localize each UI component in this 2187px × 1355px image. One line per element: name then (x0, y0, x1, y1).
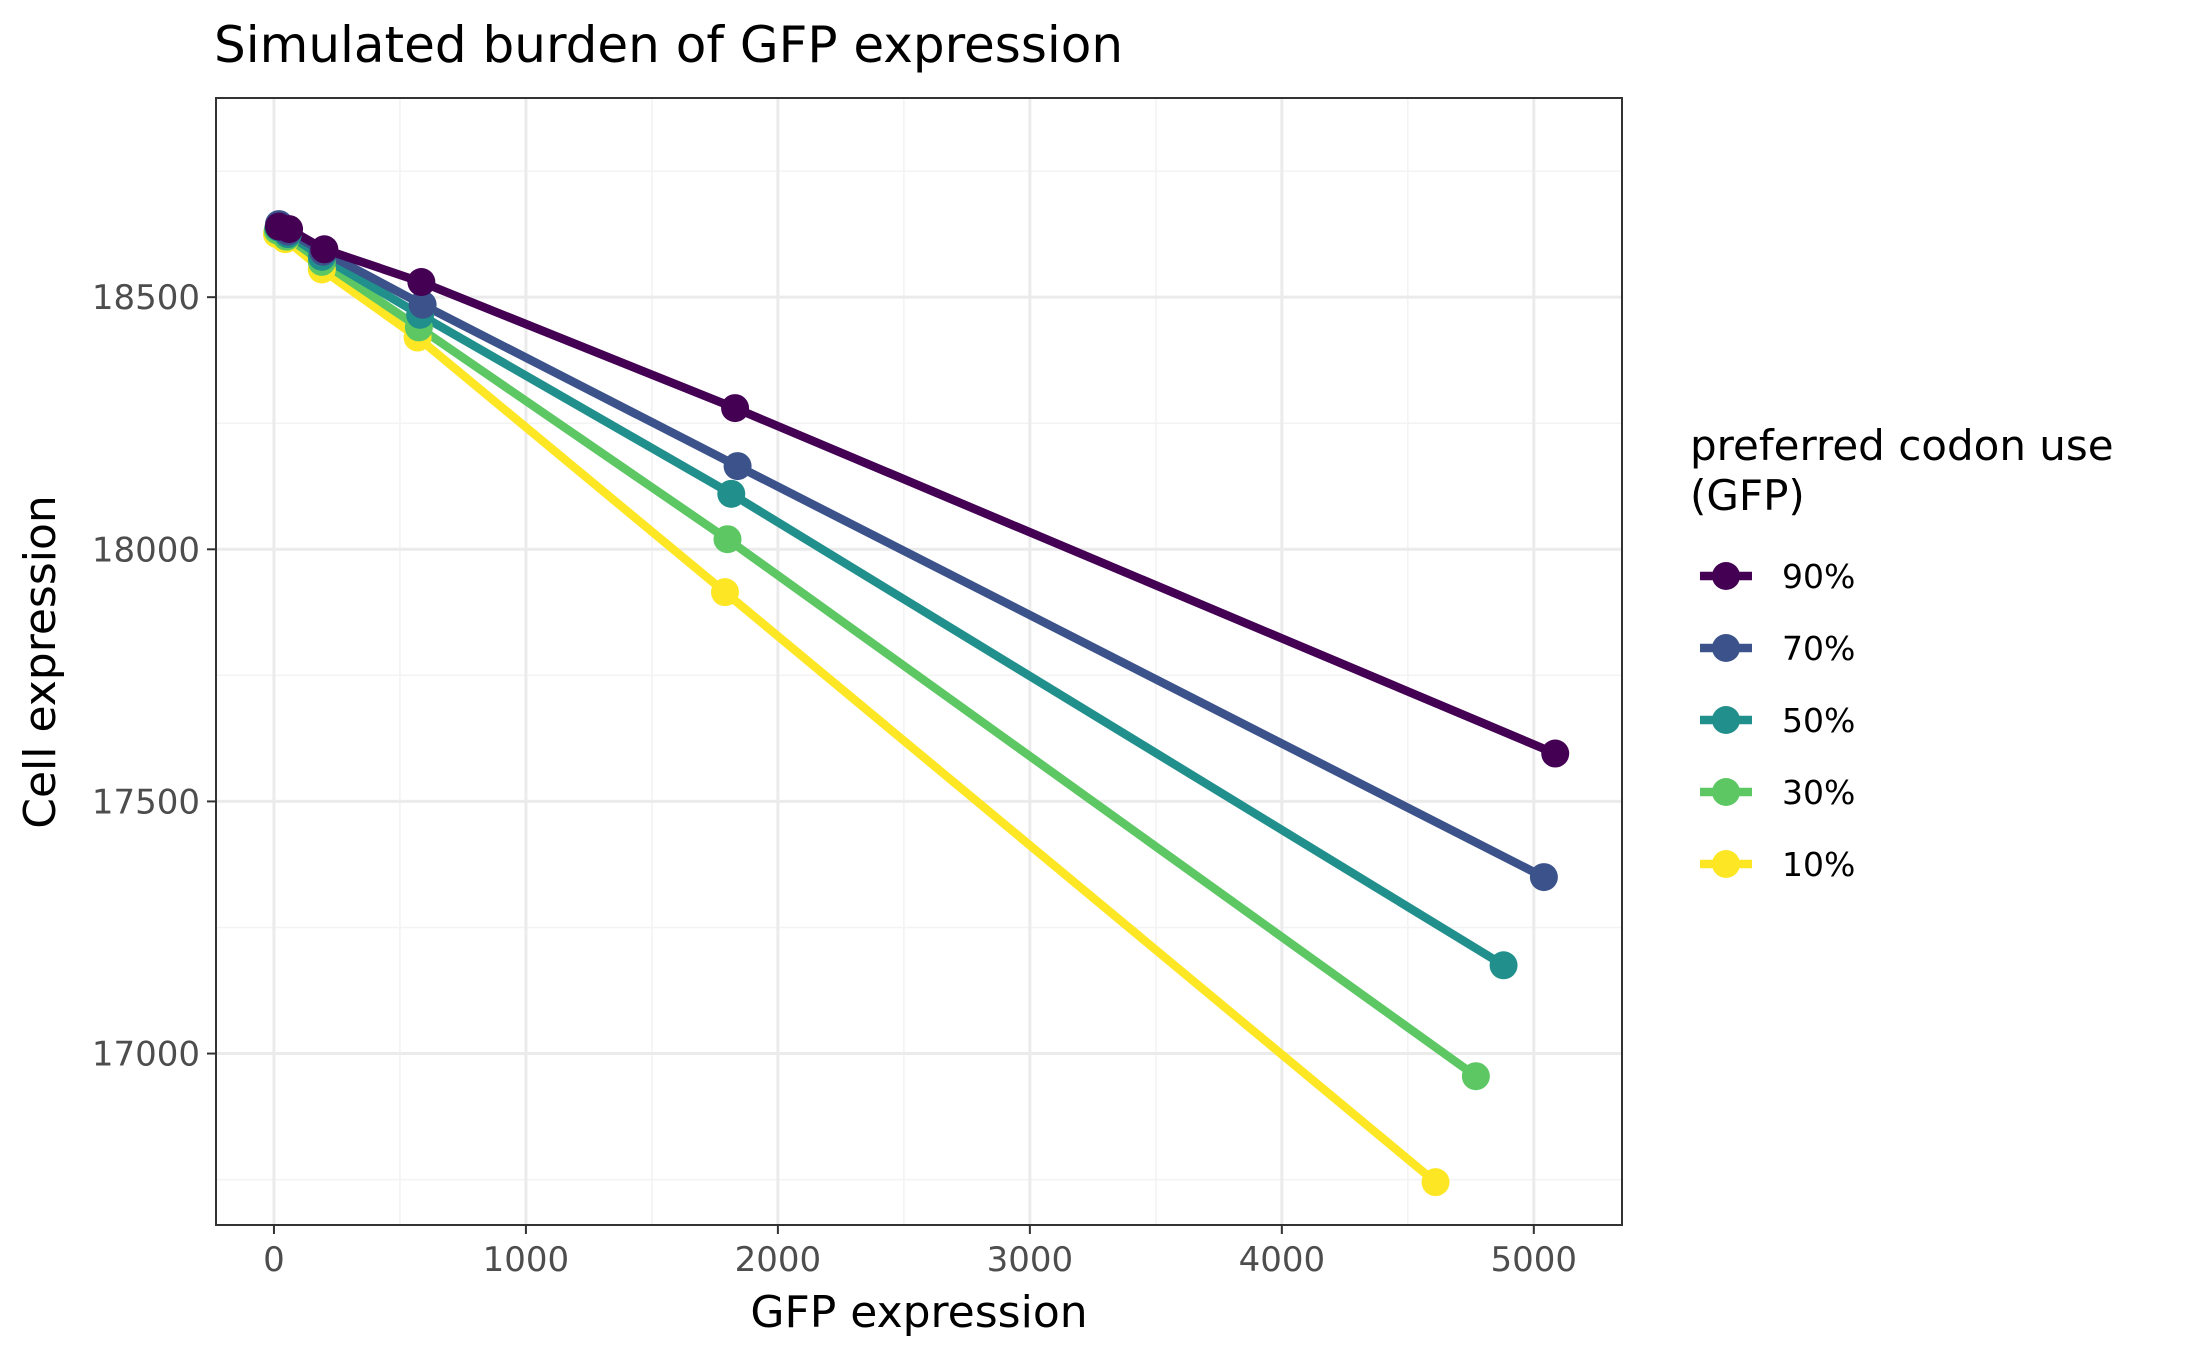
legend-items: 90% 70% 50% 30% 10% (1700, 557, 1855, 884)
legend-key-point (1712, 850, 1740, 878)
data-point-70pct (408, 290, 437, 319)
x-tick-label: 3000 (987, 1240, 1074, 1280)
data-point-30pct (713, 525, 742, 554)
x-tick-label: 1000 (483, 1240, 570, 1280)
legend-label: 70% (1782, 629, 1855, 668)
x-tick-label: 0 (263, 1240, 285, 1280)
x-axis-title: GFP expression (750, 1287, 1087, 1338)
grid (216, 98, 1622, 1225)
y-tick-label: 17500 (92, 782, 200, 822)
legend-label: 30% (1782, 773, 1855, 812)
data-point-70pct (723, 452, 752, 481)
data-point-30pct (1461, 1062, 1490, 1091)
legend-label: 10% (1782, 845, 1855, 884)
legend-key-point (1712, 706, 1740, 734)
x-tick-label: 5000 (1491, 1240, 1578, 1280)
y-axis: 17000 17500 18000 18500 (92, 278, 216, 1075)
plot-panel (215, 97, 1623, 1226)
data-point-90pct (1541, 739, 1570, 768)
legend: preferred codon use (GFP) 90% 70% 50% 30% 10… (1690, 421, 2114, 884)
legend-key-point (1712, 562, 1740, 590)
legend-key-point (1712, 634, 1740, 662)
data-point-10pct (1421, 1168, 1450, 1197)
data-point-70pct (1529, 863, 1558, 892)
y-tick-label: 18500 (92, 278, 200, 318)
data-point-90pct (275, 215, 304, 244)
x-tick-label: 4000 (1239, 1240, 1326, 1280)
data-point-50pct (717, 479, 746, 508)
x-tick-label: 2000 (735, 1240, 822, 1280)
legend-title-line1: preferred codon use (1690, 421, 2114, 470)
data-point-50pct (1489, 951, 1518, 980)
y-tick-label: 18000 (92, 530, 200, 570)
legend-label: 50% (1782, 701, 1855, 740)
chart-title: Simulated burden of GFP expression (214, 16, 1123, 74)
data-point-10pct (710, 578, 739, 607)
legend-key-point (1712, 778, 1740, 806)
data-point-90pct (721, 394, 750, 423)
data-point-90pct (310, 235, 339, 264)
legend-title-line2: (GFP) (1690, 471, 1805, 520)
y-axis-title: Cell expression (15, 495, 66, 829)
series-points (262, 210, 1570, 1197)
x-axis: 0 1000 2000 3000 4000 5000 (263, 1225, 1577, 1280)
legend-label: 90% (1782, 557, 1855, 596)
y-tick-label: 17000 (92, 1035, 200, 1075)
data-point-90pct (407, 268, 436, 297)
